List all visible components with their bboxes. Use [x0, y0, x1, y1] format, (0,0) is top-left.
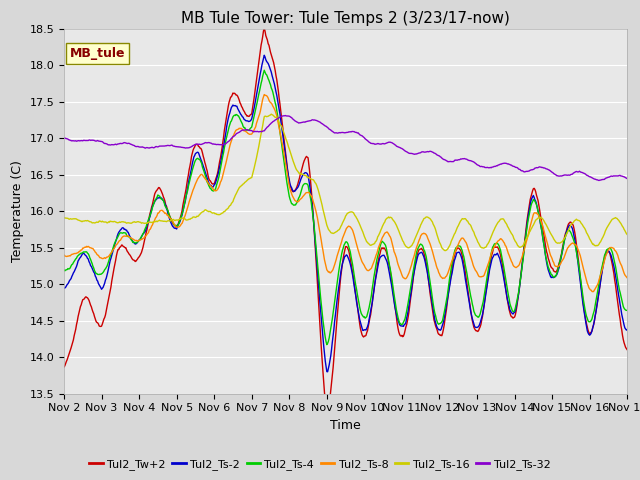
Tul2_Ts-32 — [208, 141, 216, 146]
Tul2_Ts-2 — [60, 285, 68, 291]
Tul2_Ts-2 — [324, 369, 332, 374]
Tul2_Ts-32 — [60, 135, 68, 141]
Tul2_Ts-8 — [589, 289, 596, 295]
Tul2_Ts-4 — [339, 248, 346, 253]
Tul2_Ts-8 — [208, 184, 216, 190]
Tul2_Ts-8 — [60, 252, 68, 258]
Tul2_Ts-4 — [60, 267, 68, 273]
Tul2_Ts-8 — [623, 275, 631, 281]
Tul2_Tw+2 — [60, 364, 68, 370]
Tul2_Tw+2 — [208, 180, 216, 186]
Tul2_Ts-8 — [392, 255, 400, 261]
Tul2_Ts-16 — [392, 222, 400, 228]
Tul2_Ts-16 — [60, 215, 68, 221]
Tul2_Ts-4 — [208, 187, 216, 193]
Tul2_Ts-16 — [441, 248, 449, 253]
Tul2_Tw+2 — [623, 347, 631, 353]
Tul2_Tw+2 — [339, 261, 346, 266]
Tul2_Tw+2 — [394, 321, 401, 326]
Tul2_Ts-2 — [394, 315, 401, 321]
Tul2_Tw+2 — [260, 25, 268, 31]
Title: MB Tule Tower: Tule Temps 2 (3/23/17-now): MB Tule Tower: Tule Temps 2 (3/23/17-now… — [181, 11, 510, 26]
Line: Tul2_Ts-2: Tul2_Ts-2 — [64, 55, 627, 372]
Tul2_Ts-2 — [260, 52, 268, 58]
Tul2_Ts-16 — [449, 235, 456, 241]
Tul2_Ts-2 — [449, 266, 456, 272]
Line: Tul2_Ts-16: Tul2_Ts-16 — [64, 114, 627, 251]
Tul2_Ts-32 — [623, 176, 631, 181]
Tul2_Ts-4 — [573, 253, 581, 259]
Text: MB_tule: MB_tule — [70, 47, 125, 60]
Tul2_Ts-8 — [448, 258, 456, 264]
Tul2_Ts-8 — [260, 92, 268, 97]
Tul2_Ts-4 — [394, 311, 401, 317]
Tul2_Ts-4 — [260, 67, 268, 73]
Legend: Tul2_Tw+2, Tul2_Ts-2, Tul2_Ts-4, Tul2_Ts-8, Tul2_Ts-16, Tul2_Ts-32: Tul2_Tw+2, Tul2_Ts-2, Tul2_Ts-4, Tul2_Ts… — [85, 455, 555, 474]
Line: Tul2_Tw+2: Tul2_Tw+2 — [64, 28, 627, 417]
Tul2_Ts-32 — [595, 178, 603, 183]
Tul2_Ts-16 — [268, 111, 275, 117]
Tul2_Ts-2 — [573, 253, 581, 259]
Tul2_Ts-4 — [184, 188, 191, 193]
Tul2_Ts-8 — [573, 243, 580, 249]
Tul2_Ts-32 — [184, 145, 191, 151]
Tul2_Ts-2 — [339, 261, 346, 266]
Tul2_Ts-16 — [623, 232, 631, 238]
Tul2_Tw+2 — [184, 176, 191, 182]
Tul2_Ts-32 — [282, 113, 289, 119]
Tul2_Ts-32 — [448, 159, 456, 165]
Tul2_Tw+2 — [573, 248, 581, 253]
Tul2_Ts-2 — [208, 184, 216, 190]
Tul2_Ts-2 — [184, 186, 191, 192]
Tul2_Ts-8 — [338, 239, 346, 244]
Tul2_Ts-16 — [208, 210, 216, 216]
Line: Tul2_Ts-8: Tul2_Ts-8 — [64, 95, 627, 292]
Tul2_Ts-2 — [623, 327, 631, 333]
Tul2_Ts-16 — [573, 217, 581, 223]
Tul2_Ts-32 — [338, 130, 346, 135]
Tul2_Tw+2 — [323, 414, 331, 420]
Tul2_Ts-4 — [323, 342, 331, 348]
Line: Tul2_Ts-4: Tul2_Ts-4 — [64, 70, 627, 345]
Line: Tul2_Ts-32: Tul2_Ts-32 — [64, 116, 627, 180]
Tul2_Tw+2 — [449, 260, 456, 266]
Tul2_Ts-16 — [338, 222, 346, 228]
Tul2_Ts-4 — [449, 257, 456, 263]
Tul2_Ts-8 — [184, 205, 191, 211]
Y-axis label: Temperature (C): Temperature (C) — [11, 160, 24, 262]
Tul2_Ts-16 — [184, 217, 191, 223]
X-axis label: Time: Time — [330, 419, 361, 432]
Tul2_Ts-32 — [392, 143, 400, 149]
Tul2_Ts-32 — [573, 168, 580, 174]
Tul2_Ts-4 — [623, 308, 631, 313]
